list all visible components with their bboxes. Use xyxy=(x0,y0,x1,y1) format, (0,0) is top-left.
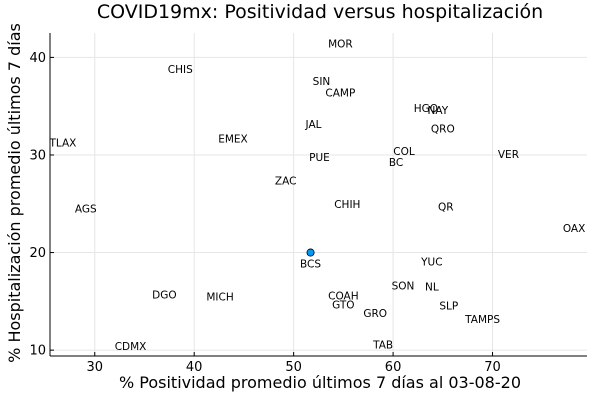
state-label-coah: COAH xyxy=(328,290,359,302)
state-label-chih: CHIH xyxy=(334,199,360,211)
state-label-ver: VER xyxy=(498,149,519,161)
state-label-gro: GRO xyxy=(363,308,387,320)
chart-title: COVID19mx: Positividad versus hospitaliz… xyxy=(97,1,543,23)
state-label-mor: MOR xyxy=(328,39,353,51)
y-axis-label: % Hospitalización promedio últimos 7 día… xyxy=(5,23,24,363)
state-label-slp: SLP xyxy=(439,300,458,312)
state-label-qro: QRO xyxy=(431,124,455,136)
state-label-camp: CAMP xyxy=(325,88,355,100)
y-tick-label: 40 xyxy=(29,51,46,66)
state-label-zac: ZAC xyxy=(275,175,297,187)
y-tick-label: 10 xyxy=(29,344,46,359)
state-label-pue: PUE xyxy=(309,152,330,164)
data-point-bcs xyxy=(306,248,315,257)
state-label-tamps: TAMPS xyxy=(464,314,500,326)
state-label-bc: BC xyxy=(389,157,403,169)
y-tick-label: 20 xyxy=(29,246,46,261)
state-label-son: SON xyxy=(392,281,415,293)
state-label-ags: AGS xyxy=(75,204,97,216)
state-label-col: COL xyxy=(393,146,415,158)
state-label-tab: TAB xyxy=(372,339,393,351)
state-label-yuc: YUC xyxy=(420,256,442,268)
x-tick-label: 50 xyxy=(285,360,302,375)
x-tick-label: 60 xyxy=(385,360,402,375)
state-label-emex: EMEX xyxy=(218,133,248,145)
state-label-gto: GTO xyxy=(332,299,354,311)
state-label-cdmx: CDMX xyxy=(115,341,147,353)
state-label-nl: NL xyxy=(425,282,439,294)
state-label-jal: JAL xyxy=(305,119,322,131)
state-label-qr: QR xyxy=(438,202,454,214)
y-tick-label: 30 xyxy=(29,148,46,163)
state-label-nay: NAY xyxy=(428,105,449,117)
state-label-hgo: HGO xyxy=(414,103,438,115)
state-label-sin: SIN xyxy=(313,76,331,88)
x-axis-label: % Positividad promedio últimos 7 días al… xyxy=(119,373,521,392)
state-label-chis: CHIS xyxy=(168,64,193,76)
state-label-dgo: DGO xyxy=(152,290,177,302)
axes: 30 40 50 60 70 10 20 30 40 xyxy=(29,33,587,375)
markers xyxy=(306,248,315,257)
x-tick-label: 40 xyxy=(186,360,203,375)
state-label-bcs: BCS xyxy=(300,259,321,271)
state-label-mich: MICH xyxy=(206,291,233,303)
grid xyxy=(50,33,587,356)
x-tick-label: 70 xyxy=(484,360,501,375)
state-label-oax: OAX xyxy=(563,223,585,235)
state-label-tlax: TLAX xyxy=(48,137,76,149)
x-tick-label: 30 xyxy=(86,360,103,375)
